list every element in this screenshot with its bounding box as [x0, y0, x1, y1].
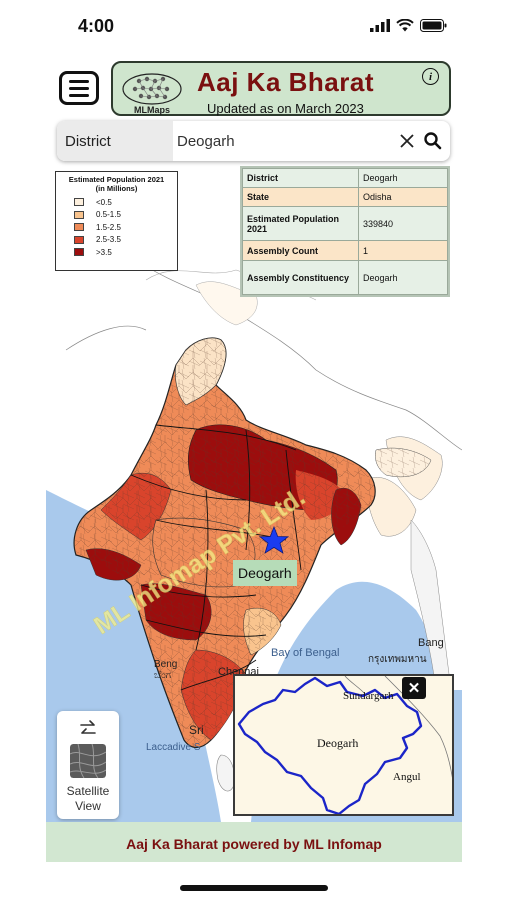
- info-icon[interactable]: i: [422, 68, 439, 85]
- table-row: Assembly Constituency Deogarh: [242, 260, 448, 295]
- selected-district-marker[interactable]: [258, 525, 290, 554]
- close-icon: ✕: [407, 680, 421, 697]
- legend-subtitle: (in Millions): [95, 184, 138, 193]
- bengaluru-label: Beng: [154, 659, 177, 670]
- legend-swatch: [74, 223, 84, 232]
- swap-icon: [80, 720, 96, 734]
- inset-close-button[interactable]: ✕: [402, 677, 426, 699]
- inset-map-drawing: Deogarh Sundargarh Angul: [237, 676, 452, 814]
- bay-label: Bay of Bengal: [271, 647, 340, 659]
- legend-swatch: [74, 248, 84, 257]
- table-row: District Deogarh: [242, 168, 448, 188]
- legend-label: <0.5: [96, 197, 112, 207]
- table-row: Estimated Population 2021 339840: [242, 206, 448, 241]
- menu-icon-bar: [69, 79, 89, 83]
- table-key: District: [242, 168, 359, 188]
- inset-north-label: Sundargarh: [343, 690, 394, 702]
- table-row: State Odisha: [242, 187, 448, 207]
- legend-label: 0.5-1.5: [96, 210, 121, 220]
- search-icon[interactable]: [423, 131, 443, 151]
- search-type-select[interactable]: District: [57, 121, 173, 161]
- wifi-icon: [396, 19, 414, 32]
- legend-item: 0.5-1.5: [74, 209, 173, 222]
- legend-swatch: [74, 210, 84, 219]
- table-key: Assembly Constituency: [242, 260, 359, 295]
- inset-east-label: Angul: [393, 771, 421, 783]
- deogarh-boundary: [237, 676, 423, 814]
- status-time: 4:00: [78, 16, 115, 36]
- satellite-view-button[interactable]: Satellite View: [57, 711, 119, 819]
- menu-icon-bar: [69, 86, 89, 90]
- legend-label: >3.5: [96, 247, 112, 257]
- table-key: State: [242, 187, 359, 207]
- legend-item: 1.5-2.5: [74, 221, 173, 234]
- bengaluru-kn-label: ಬೆಂಗ: [154, 670, 171, 681]
- status-icons: [370, 19, 447, 32]
- menu-icon-bar: [69, 93, 89, 97]
- table-value: Odisha: [358, 187, 448, 207]
- table-key: Assembly Count: [242, 240, 359, 261]
- legend-label: 1.5-2.5: [96, 222, 121, 232]
- logo-text: MLMaps: [134, 105, 170, 115]
- search-input[interactable]: [173, 121, 393, 161]
- mlmaps-logo: MLMaps: [122, 73, 182, 115]
- header-banner: MLMaps Aaj Ka Bharat Updated as on March…: [111, 61, 451, 116]
- table-value: Deogarh: [358, 260, 448, 295]
- table-key: Estimated Population 2021: [242, 206, 359, 241]
- inset-district-label: Deogarh: [317, 736, 358, 750]
- legend-swatch: [74, 198, 84, 207]
- legend-item: >3.5: [74, 246, 173, 259]
- selected-district-label[interactable]: Deogarh: [233, 560, 297, 586]
- search-bar: District: [57, 121, 450, 161]
- menu-button[interactable]: [59, 71, 99, 105]
- legend-item: <0.5: [74, 196, 173, 209]
- satellite-thumbnail-icon: [70, 744, 106, 778]
- signal-icon: [370, 19, 390, 32]
- battery-icon: [420, 19, 447, 32]
- district-info-table: District Deogarh State Odisha Estimated …: [242, 168, 448, 295]
- laccadive-label: Laccadive S: [146, 742, 201, 753]
- app-title: Aaj Ka Bharat: [197, 67, 374, 97]
- table-value: Deogarh: [358, 168, 448, 188]
- table-value: 339840: [358, 206, 448, 241]
- legend-label: 2.5-3.5: [96, 235, 121, 245]
- satellite-label: Satellite View: [66, 784, 110, 813]
- home-indicator[interactable]: [180, 885, 328, 891]
- sri-label: Sri: [189, 723, 204, 737]
- bangkok-label: กรุงเทพมหาน: [368, 654, 427, 665]
- clear-icon[interactable]: [397, 131, 417, 151]
- footer-bar: Aaj Ka Bharat powered by ML Infomap: [46, 822, 462, 862]
- legend-swatch: [74, 235, 84, 244]
- status-bar: 4:00: [0, 0, 507, 50]
- map-legend: Estimated Population 2021 (in Millions) …: [55, 171, 178, 271]
- app-subtitle: Updated as on March 2023: [207, 101, 364, 116]
- bangladesh-label: Bang: [418, 637, 444, 649]
- legend-title: Estimated Population 2021: [68, 175, 165, 184]
- table-row: Assembly Count 1: [242, 240, 448, 261]
- table-value: 1: [358, 240, 448, 261]
- legend-item: 2.5-3.5: [74, 234, 173, 247]
